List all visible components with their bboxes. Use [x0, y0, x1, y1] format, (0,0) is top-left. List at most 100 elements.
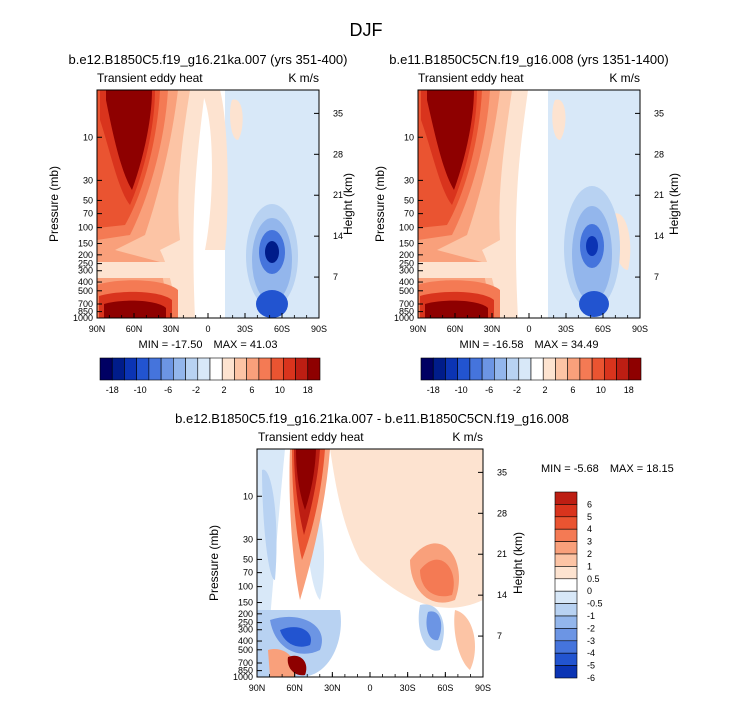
colorbar-swatch: [270, 357, 284, 381]
x-tick-label: 30N: [484, 324, 501, 334]
colorbar-swatch: [246, 357, 260, 381]
colorbar-swatch: [432, 357, 446, 381]
panel-a-min: -17.50: [171, 339, 202, 351]
y-tick-label: 10: [83, 132, 93, 142]
colorbar-label: -2: [192, 385, 200, 395]
y-right-tick-label: 21: [333, 190, 343, 200]
y-tick-label: 250: [399, 259, 414, 269]
colorbar-swatch: [567, 357, 581, 381]
y-right-tick-label: 14: [654, 231, 664, 241]
colorbar-label: -18: [106, 385, 119, 395]
y-tick-label: 400: [238, 636, 253, 646]
y-tick-label: 400: [78, 277, 93, 287]
colorbar-label: -1: [587, 611, 595, 621]
y-tick-label: 200: [399, 250, 414, 260]
y-right-tick-label: 28: [497, 508, 507, 518]
panel-a-units: K m/s: [288, 71, 319, 85]
y-tick-label: 850: [238, 666, 253, 676]
y-tick-label: 250: [78, 259, 93, 269]
x-tick-label: 0: [367, 683, 372, 693]
panel-c-max-label: MAX =: [610, 463, 643, 475]
x-tick-label: 60N: [126, 324, 143, 334]
panel-c-ylabel-right: Height (km): [511, 532, 525, 594]
x-tick-label: 90N: [249, 683, 266, 693]
x-tick-label: 60N: [447, 324, 464, 334]
panel-b-max: 34.49: [571, 339, 599, 351]
panel-a: b.e12.B1850C5.f19_g16.21ka.007 (yrs 351-…: [47, 52, 355, 395]
y-tick-label: 700: [78, 299, 93, 309]
panel-b: b.e11.B1850C5CN.f19_g16.008 (yrs 1351-14…: [373, 52, 681, 395]
panel-c-min: -5.68: [574, 463, 599, 475]
colorbar-swatch: [604, 357, 617, 381]
contour-cool-surface: [579, 291, 609, 317]
figure-title: DJF: [350, 20, 383, 40]
contour-surface-max: [425, 300, 488, 318]
colorbar-swatch: [307, 357, 321, 381]
panel-b-ylabel-right: Height (km): [667, 173, 681, 235]
colorbar-swatch: [295, 357, 309, 381]
x-tick-label: 60S: [437, 683, 453, 693]
colorbar-swatch: [554, 603, 578, 617]
contour-warm-max: [106, 90, 152, 190]
y-tick-label: 300: [238, 625, 253, 635]
colorbar-swatch: [554, 628, 578, 642]
panel-b-colorbar: -18 -10 -6 -2 2 6 10 18: [420, 357, 642, 395]
contour-cool-min: [586, 236, 598, 256]
colorbar-swatch: [136, 357, 150, 381]
colorbar-swatch: [518, 357, 532, 381]
panel-c-stats: MIN = -5.68 MAX = 18.15: [541, 463, 674, 475]
colorbar-swatch: [469, 357, 483, 381]
contour-warm-surface-max: [287, 655, 307, 676]
colorbar-swatch: [124, 357, 137, 381]
colorbar-swatch: [530, 357, 544, 381]
colorbar-label: 10: [275, 385, 285, 395]
colorbar-label: -4: [587, 648, 595, 658]
y-tick-label: 300: [78, 266, 93, 276]
contour-surface-max: [104, 300, 166, 318]
panel-a-title: b.e12.B1850C5.f19_g16.21ka.007 (yrs 351-…: [69, 52, 348, 67]
y-tick-label: 30: [404, 175, 414, 185]
panel-c-left-label: Transient eddy heat: [258, 430, 364, 444]
colorbar-swatch: [554, 640, 578, 654]
colorbar-swatch: [445, 357, 458, 381]
x-tick-label: 60S: [274, 324, 290, 334]
y-tick-label: 400: [399, 277, 414, 287]
contour-cool-lower-3: [280, 627, 311, 647]
colorbar-label: 6: [249, 385, 254, 395]
y-tick-label: 30: [83, 175, 93, 185]
colorbar-label: -6: [485, 385, 493, 395]
y-right-tick-label: 7: [654, 272, 659, 282]
colorbar-label: 2: [587, 549, 592, 559]
x-tick-label: 30N: [163, 324, 180, 334]
colorbar-swatch: [221, 357, 235, 381]
y-tick-label: 70: [404, 209, 414, 219]
colorbar-swatch: [554, 652, 578, 666]
panel-b-stats: MIN = -16.58 MAX = 34.49: [460, 339, 599, 351]
x-tick-label: 30N: [324, 683, 341, 693]
colorbar-swatch: [554, 528, 578, 542]
contour-cool-band-2: [262, 469, 277, 580]
colorbar-swatch: [99, 357, 113, 381]
x-tick-label: 90S: [632, 324, 648, 334]
x-tick-label: 0: [526, 324, 531, 334]
colorbar-swatch: [542, 357, 556, 381]
y-tick-label: 1000: [233, 672, 253, 682]
panel-c-colorbar: 6 5 4 3 2 1 0.5 0 -0.5 -1 -2 -3 -4 -5 -6: [554, 491, 603, 683]
contour-warm-jet-max: [296, 449, 316, 510]
colorbar-swatch: [160, 357, 174, 381]
y-tick-label: 200: [238, 609, 253, 619]
x-tick-label: 30S: [558, 324, 574, 334]
panel-a-stats: MIN = -17.50 MAX = 41.03: [139, 339, 278, 351]
colorbar-swatch: [554, 553, 578, 567]
panel-b-min-label: MIN =: [460, 339, 490, 351]
panel-a-ylabel: Pressure (mb): [47, 166, 61, 242]
y-right-tick-label: 35: [333, 108, 343, 118]
colorbar-swatch: [579, 357, 593, 381]
panel-a-colorbar: -18 -10 -6 -2 2 6 10 18: [99, 357, 321, 395]
contour-warm-mid: [97, 262, 177, 278]
colorbar-swatch: [554, 504, 578, 518]
y-tick-label: 1000: [394, 313, 414, 323]
y-right-tick-label: 7: [497, 631, 502, 641]
y-tick-label: 100: [78, 223, 93, 233]
y-tick-label: 30: [243, 534, 253, 544]
